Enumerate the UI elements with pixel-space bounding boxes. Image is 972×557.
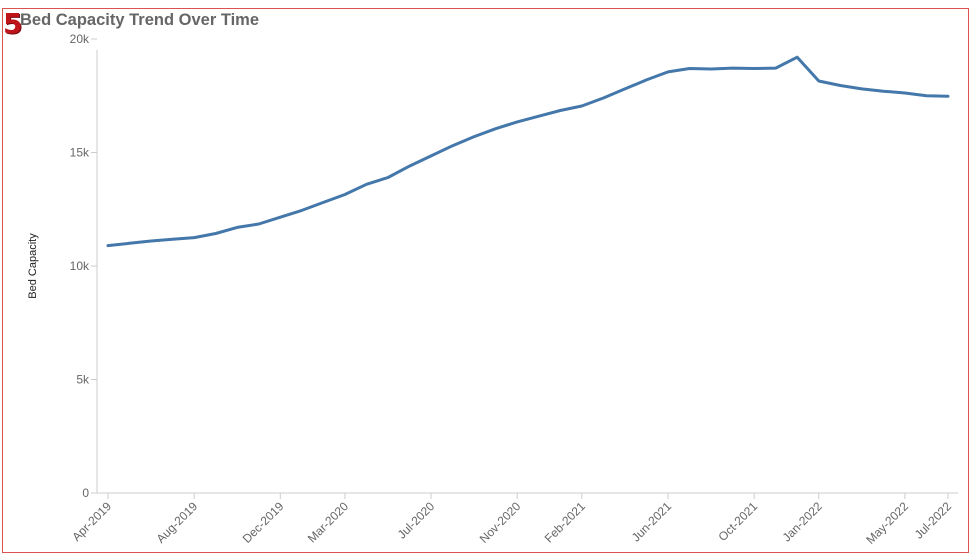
y-tick-label: 5k: [76, 373, 90, 387]
chart-frame: [2, 8, 969, 553]
x-tick-label: May-2022: [863, 499, 911, 547]
x-tick-label: Nov-2020: [477, 499, 524, 546]
x-tick-label: Dec-2019: [240, 499, 287, 546]
x-tick-label: Jul-2022: [912, 499, 955, 542]
x-tick-label: Oct-2021: [715, 499, 760, 544]
x-tick-label: Aug-2019: [154, 499, 201, 546]
y-tick-label: 0: [82, 486, 89, 500]
x-tick-label: Feb-2021: [542, 499, 588, 545]
y-tick-label: 15k: [70, 146, 90, 160]
x-tick-label: Jun-2021: [629, 499, 675, 545]
x-tick-label: Jan-2022: [780, 499, 826, 545]
y-tick-label: 20k: [70, 32, 90, 46]
x-tick-label: Mar-2020: [305, 499, 351, 545]
series-line: [106, 55, 950, 248]
y-tick-label: 10k: [70, 259, 90, 273]
chart-number-badge: 5: [3, 7, 23, 40]
y-axis-title: Bed Capacity: [27, 233, 39, 299]
x-tick-label: Apr-2019: [69, 499, 114, 544]
chart-title: Bed Capacity Trend Over Time: [20, 11, 260, 29]
x-tick-label: Jul-2020: [395, 499, 438, 542]
